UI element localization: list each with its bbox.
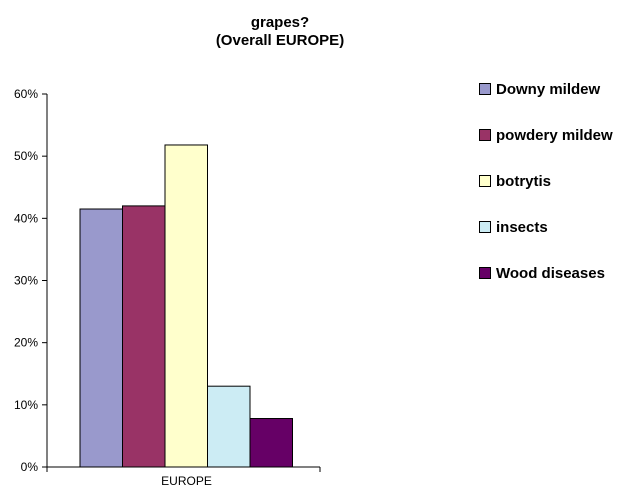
legend-label: insects	[496, 218, 548, 236]
bar-insects	[207, 385, 251, 468]
y-tick-label: 30%	[14, 274, 38, 288]
y-tick-label: 40%	[14, 211, 38, 225]
legend-label: Wood diseases	[496, 264, 605, 282]
chart-legend: Downy mildew powdery mildew botrytis insect…	[479, 66, 629, 296]
legend-item: insects	[479, 204, 629, 250]
bar-powdery-mildew	[122, 205, 166, 468]
legend-swatch	[479, 175, 491, 187]
legend-item: Wood diseases	[479, 250, 629, 296]
legend-label: powdery mildew	[496, 126, 613, 144]
legend-swatch	[479, 129, 491, 141]
y-tick-label: 0%	[21, 460, 39, 474]
legend-item: botrytis	[479, 158, 629, 204]
legend-item: powdery mildew	[479, 112, 629, 158]
bar-wood-diseases	[249, 418, 293, 468]
chart-title-block: grapes? (Overall EUROPE)	[120, 14, 440, 50]
y-tick-label: 50%	[14, 149, 38, 163]
legend-swatch	[479, 83, 491, 95]
y-tick-label: 60%	[14, 87, 38, 101]
legend-label: botrytis	[496, 172, 552, 190]
chart-subtitle: (Overall EUROPE)	[215, 32, 345, 49]
y-tick-label: 20%	[14, 336, 38, 350]
legend-item: Downy mildew	[479, 66, 629, 112]
y-tick-label: 10%	[14, 398, 38, 412]
bar-botrytis	[164, 144, 208, 468]
bar-downy-mildew	[79, 208, 123, 468]
legend-swatch	[479, 267, 491, 279]
chart-title: grapes?	[250, 14, 310, 31]
legend-swatch	[479, 221, 491, 233]
x-category-label: EUROPE	[161, 474, 212, 488]
legend-label: Downy mildew	[496, 80, 601, 98]
